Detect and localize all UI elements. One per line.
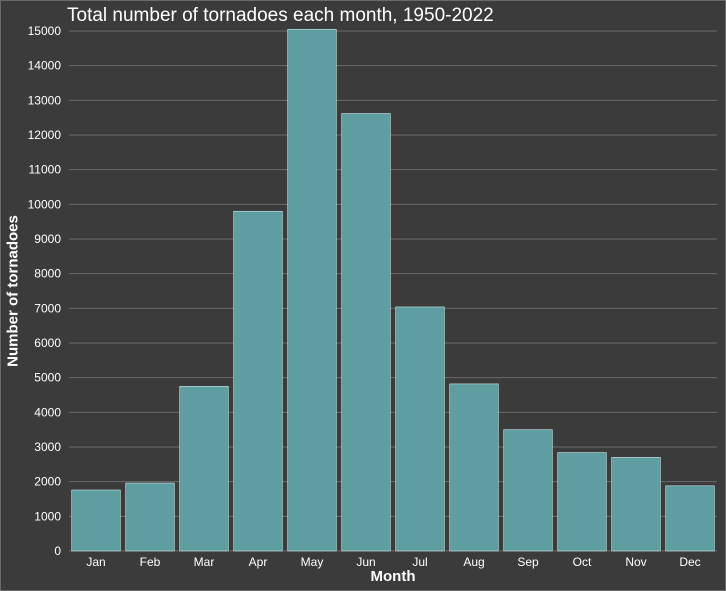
- x-tick-label: May: [301, 555, 324, 569]
- bar-dec: [665, 485, 715, 552]
- bar-nov: [611, 457, 661, 552]
- bar-sep: [503, 429, 553, 552]
- y-tick-label: 6000: [34, 336, 61, 350]
- y-tick-label: 14000: [28, 59, 62, 73]
- x-tick-label: Jun: [356, 555, 375, 569]
- bar-mar: [179, 386, 229, 552]
- y-tick-label: 2000: [34, 475, 61, 489]
- y-tick-label: 7000: [34, 301, 61, 315]
- bar-jan: [71, 489, 121, 552]
- y-tick-label: 0: [54, 544, 61, 558]
- x-tick-label: Nov: [625, 555, 646, 569]
- bar-jul: [395, 306, 445, 552]
- y-tick-label: 8000: [34, 267, 61, 281]
- bar-apr: [233, 210, 283, 552]
- x-tick-label: Jul: [412, 555, 427, 569]
- x-tick-label: Sep: [517, 555, 539, 569]
- x-tick-label: Apr: [249, 555, 268, 569]
- x-tick-label: Oct: [573, 555, 592, 569]
- x-tick-label: Dec: [679, 555, 700, 569]
- y-tick-label: 3000: [34, 440, 61, 454]
- y-tick-label: 1000: [34, 509, 61, 523]
- bar-may: [287, 28, 337, 552]
- y-tick-label: 11000: [29, 163, 62, 177]
- y-tick-label: 13000: [28, 93, 62, 107]
- x-tick-label: Feb: [140, 555, 161, 569]
- y-tick-label: 5000: [34, 371, 61, 385]
- y-tick-label: 10000: [28, 197, 62, 211]
- x-axis-label: Month: [370, 568, 416, 585]
- chart-title: Total number of tornadoes each month, 19…: [67, 5, 494, 26]
- y-tick-label: 12000: [28, 128, 62, 142]
- bar-aug: [449, 383, 499, 552]
- x-tick-label: Aug: [463, 555, 484, 569]
- x-tick-label: Mar: [194, 555, 215, 569]
- x-tick-label: Jan: [86, 555, 105, 569]
- y-tick-label: 9000: [34, 232, 61, 246]
- bar-feb: [125, 482, 175, 552]
- y-tick-label: 4000: [34, 405, 61, 419]
- bar-oct: [557, 452, 607, 552]
- y-tick-label: 15000: [28, 24, 62, 38]
- bar-jun: [341, 113, 391, 552]
